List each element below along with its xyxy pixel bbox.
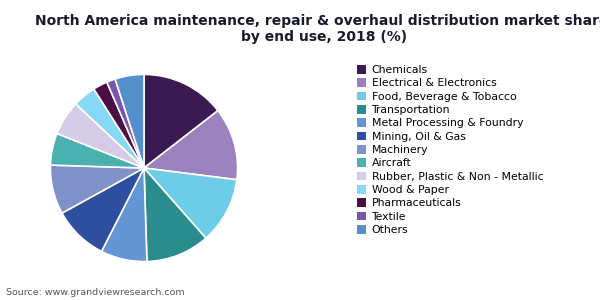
- Text: Source: www.grandviewresearch.com: Source: www.grandviewresearch.com: [6, 288, 185, 297]
- Wedge shape: [144, 168, 237, 238]
- Wedge shape: [144, 111, 238, 180]
- Wedge shape: [57, 104, 144, 168]
- Text: North America maintenance, repair & overhaul distribution market share,
by end u: North America maintenance, repair & over…: [35, 14, 600, 44]
- Wedge shape: [50, 134, 144, 168]
- Wedge shape: [101, 168, 147, 262]
- Legend: Chemicals, Electrical & Electronics, Food, Beverage & Tobacco, Transportation, M: Chemicals, Electrical & Electronics, Foo…: [357, 65, 543, 235]
- Wedge shape: [107, 79, 144, 168]
- Wedge shape: [76, 89, 144, 168]
- Wedge shape: [62, 168, 144, 251]
- Wedge shape: [144, 74, 218, 168]
- Wedge shape: [144, 168, 206, 262]
- Wedge shape: [50, 165, 144, 213]
- Wedge shape: [94, 82, 144, 168]
- Wedge shape: [115, 74, 144, 168]
